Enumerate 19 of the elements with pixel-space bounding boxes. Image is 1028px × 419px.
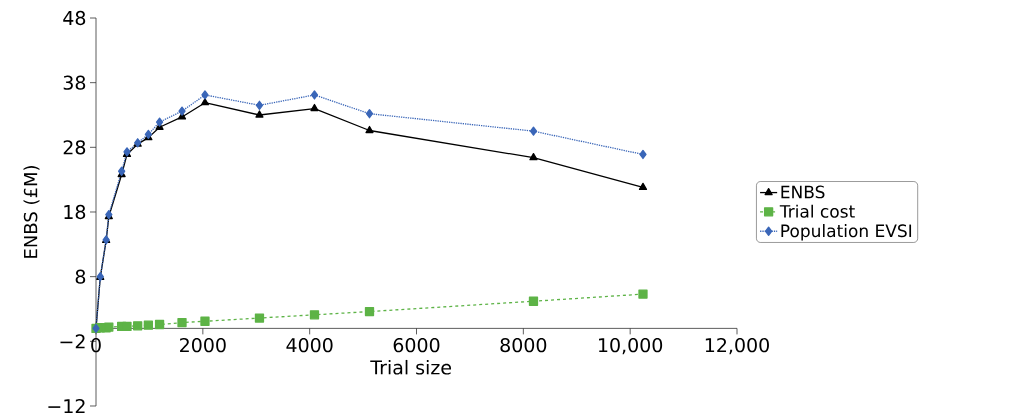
legend-label: ENBS bbox=[781, 185, 825, 199]
y-tick-label: −2 bbox=[60, 334, 85, 349]
x-tick-label: 10,000 bbox=[599, 337, 663, 355]
x-axis-title: Trial size bbox=[370, 359, 452, 375]
y-tick-label: 38 bbox=[63, 75, 86, 90]
y-tick-label: 18 bbox=[64, 204, 86, 220]
y-tick-label: 8 bbox=[75, 269, 86, 284]
x-tick-label: 6000 bbox=[393, 337, 440, 353]
legend-label: Population EVSI bbox=[781, 224, 912, 241]
x-tick-label: 8000 bbox=[500, 337, 547, 353]
legend-label: Trial cost bbox=[779, 204, 855, 218]
x-tick-label: 12,000 bbox=[705, 337, 769, 355]
x-tick-label: 4000 bbox=[286, 337, 333, 353]
y-axis-title: ENBS (£M) bbox=[23, 166, 40, 258]
y-tick-label: 28 bbox=[63, 140, 86, 155]
x-tick-label: 0 bbox=[91, 337, 101, 353]
y-tick-label: −12 bbox=[48, 398, 85, 414]
x-tick-label: 2000 bbox=[180, 337, 226, 353]
y-tick-label: 48 bbox=[63, 10, 86, 26]
